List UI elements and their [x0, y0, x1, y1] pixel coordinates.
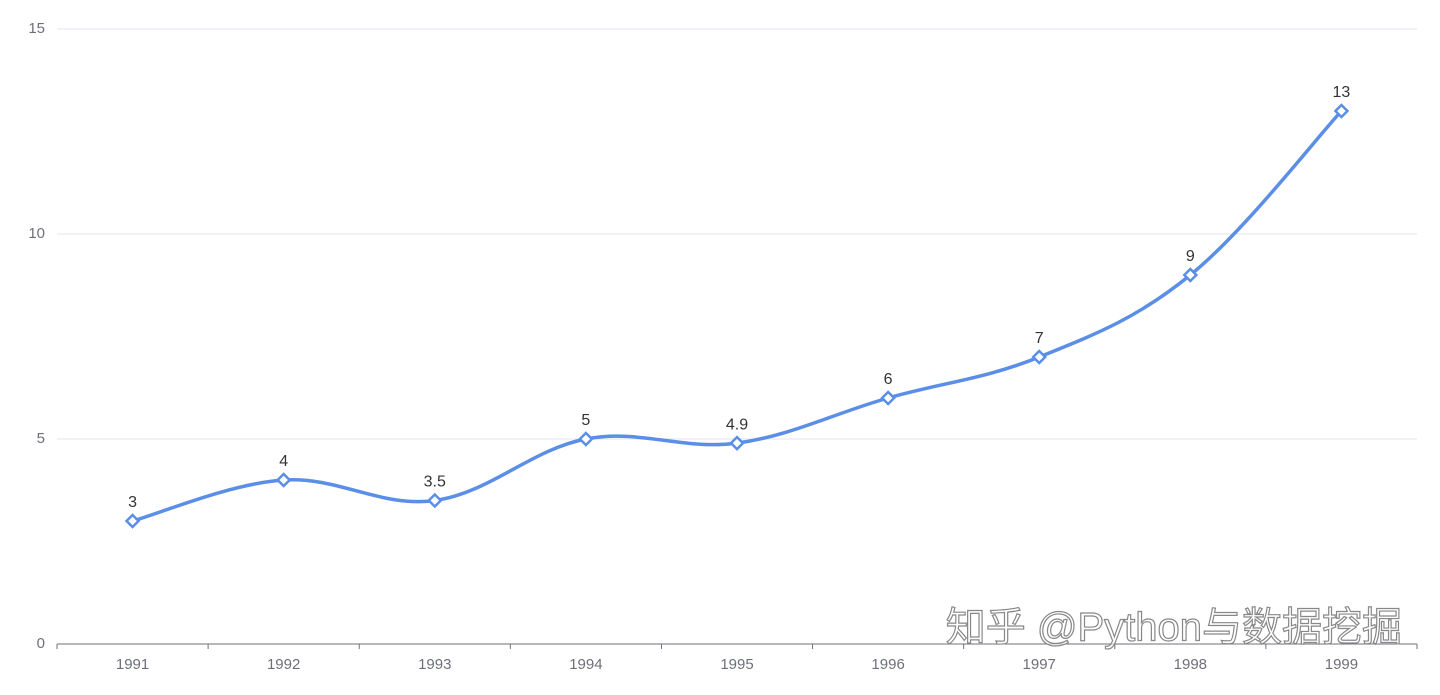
- x-tick-label: 1999: [1325, 656, 1358, 673]
- marker: [578, 431, 594, 447]
- y-tick-label: 5: [37, 430, 45, 447]
- x-tick-label: 1993: [418, 656, 451, 673]
- marker: [729, 435, 745, 451]
- marker: [880, 390, 896, 406]
- marker: [275, 472, 292, 488]
- marker: [1333, 103, 1350, 119]
- x-tick-label: 1998: [1174, 656, 1207, 673]
- y-tick-label: 15: [28, 20, 45, 37]
- data-label: 4: [279, 453, 288, 470]
- data-label: 7: [1035, 330, 1044, 347]
- x-tick-label: 1996: [871, 656, 904, 673]
- marker: [1182, 267, 1199, 283]
- watermark: 知乎 @Python与数据挖掘: [946, 606, 1402, 650]
- line: [132, 109, 1343, 523]
- y-tick-label: 0: [37, 635, 45, 652]
- data-label: 9: [1186, 248, 1195, 265]
- marker: [427, 492, 443, 509]
- data-label: 6: [884, 371, 893, 388]
- x-tick-label: 1994: [569, 656, 602, 673]
- x-tick-label: 1992: [267, 656, 300, 673]
- data-label: 13: [1333, 84, 1351, 101]
- data-label: 4.9: [726, 416, 748, 433]
- data-label: 5: [581, 412, 590, 429]
- y-tick-label: 10: [28, 225, 45, 242]
- marker: [124, 513, 141, 529]
- data-label: 3: [128, 494, 137, 511]
- data-label: 3.5: [424, 474, 446, 491]
- marker: [1031, 349, 1047, 365]
- x-tick-label: 1997: [1023, 656, 1056, 673]
- x-tick-label: 1991: [116, 656, 149, 673]
- x-tick-label: 1995: [720, 656, 753, 673]
